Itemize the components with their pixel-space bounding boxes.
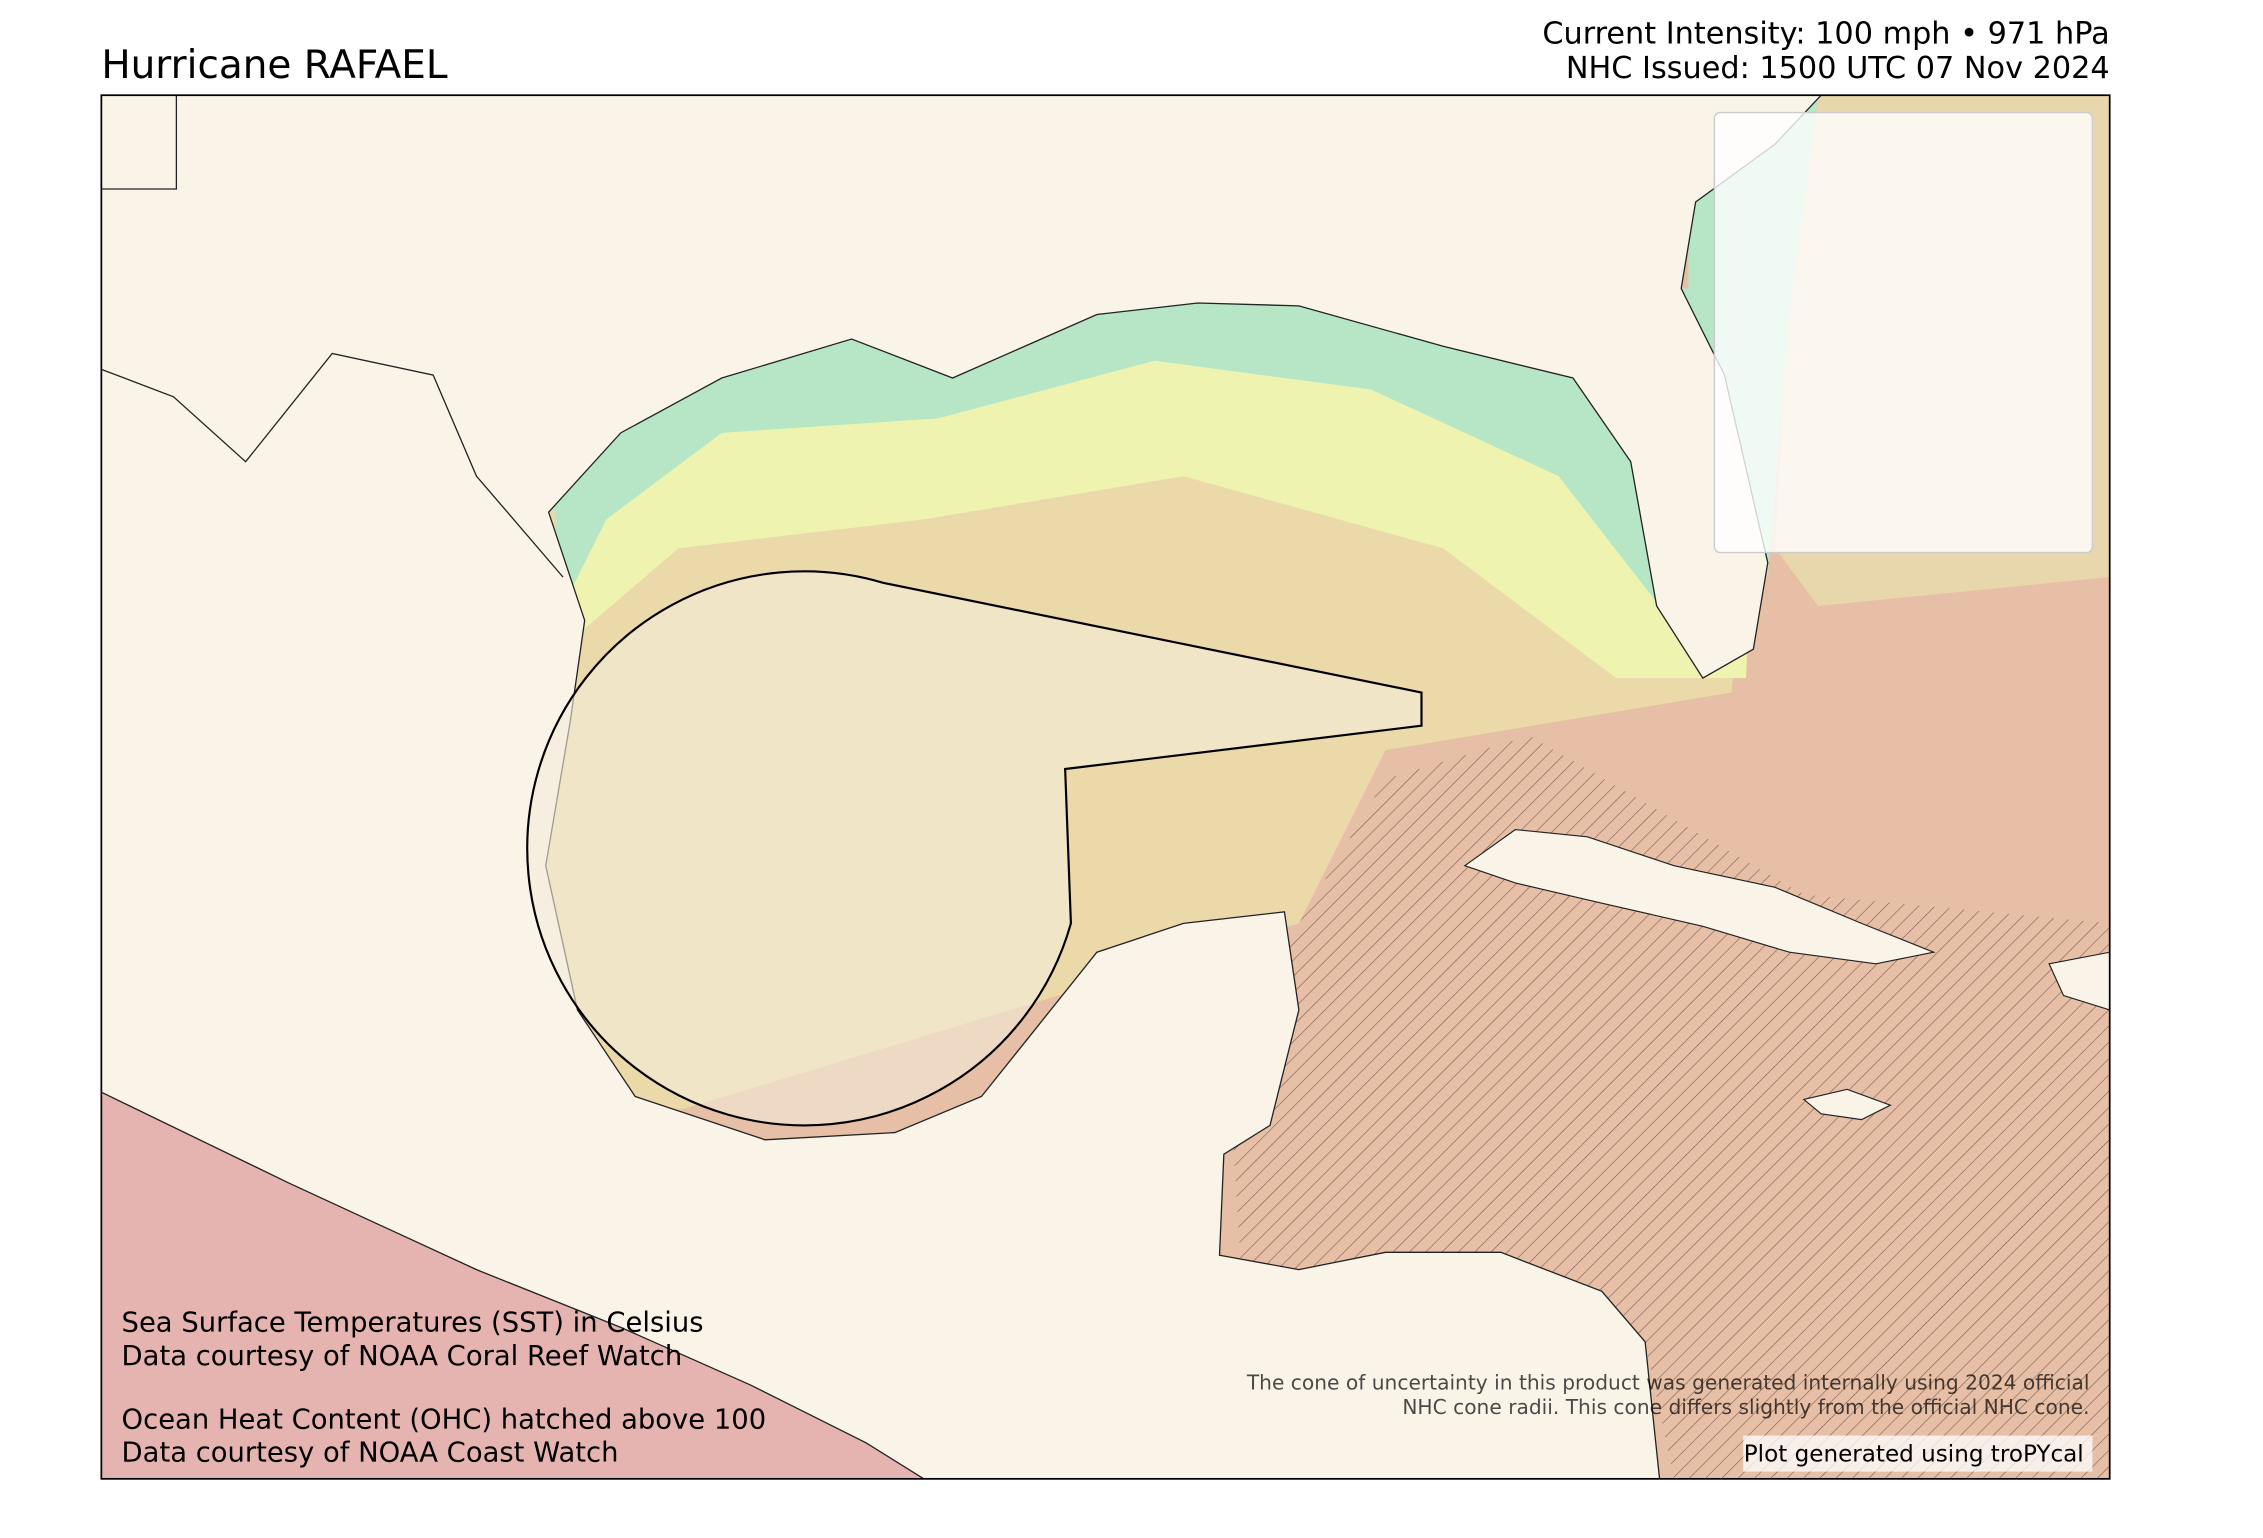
issued: NHC Issued: 1500 UTC 07 Nov 2024 — [1566, 51, 2110, 86]
note: Data courtesy of NOAA Coast Watch — [122, 1438, 619, 1469]
map-frame — [100, 94, 2111, 1480]
title: Hurricane RAFAEL — [101, 43, 448, 88]
coastline — [545, 620, 1661, 1479]
cone-of-uncertainty — [526, 570, 1423, 1127]
coastline — [547, 95, 1822, 679]
disclaimer: The cone of uncertainty in this product … — [1246, 1370, 2090, 1394]
note: Sea Surface Temperatures (SST) in Celsiu… — [122, 1308, 704, 1339]
jamaica — [1802, 1088, 1892, 1121]
note: Data courtesy of NOAA Coral Reef Watch — [122, 1341, 683, 1372]
border — [101, 95, 178, 190]
border — [101, 352, 564, 578]
credit-box — [1743, 1435, 2093, 1472]
credit: Plot generated using troPYcal — [1744, 1442, 2084, 1468]
sst-pacific — [101, 1092, 924, 1479]
note: Ocean Heat Content (OHC) hatched above 1… — [122, 1404, 767, 1435]
disclaimer: NHC cone radii. This cone differs slight… — [1402, 1395, 2089, 1419]
intensity: Current Intensity: 100 mph • 971 hPa — [1542, 16, 2109, 51]
cuba — [1463, 829, 1936, 965]
legend-box — [1713, 111, 2094, 554]
hispaniola — [2048, 951, 2110, 1011]
coastline — [101, 1091, 925, 1479]
sst-coastal — [534, 288, 1761, 606]
